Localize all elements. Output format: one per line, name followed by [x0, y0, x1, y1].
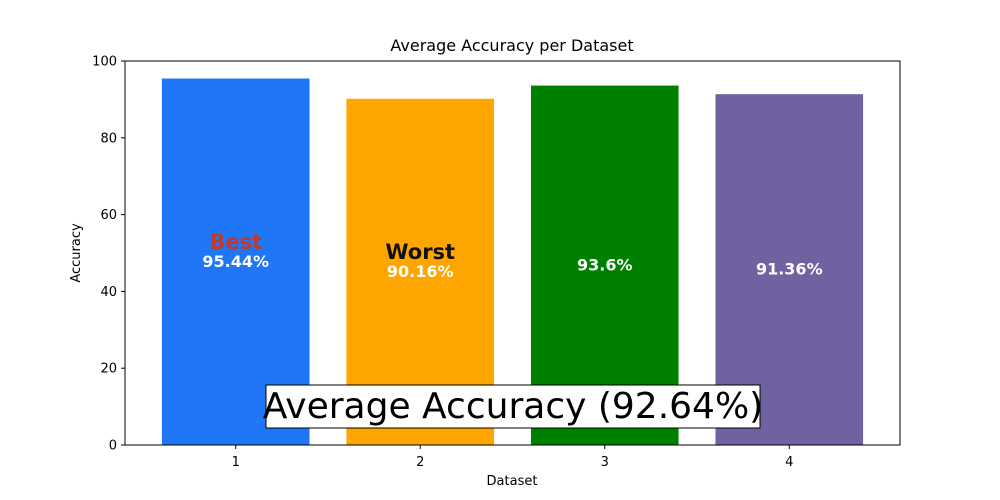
- x-tick-label: 3: [601, 455, 609, 470]
- y-tick-label: 100: [92, 55, 117, 70]
- average-accuracy-box: Average Accuracy (92.64%): [263, 384, 763, 429]
- best-annotation: Best: [209, 230, 262, 254]
- bar-value-label: 90.16%: [387, 262, 454, 281]
- y-axis-title: Accuracy: [69, 223, 84, 283]
- bar-dataset-1: [161, 78, 310, 445]
- chart-title: Average Accuracy per Dataset: [390, 36, 633, 55]
- y-tick-label: 20: [100, 362, 117, 377]
- bar-value-label: 91.36%: [756, 260, 823, 279]
- y-tick-label: 60: [100, 208, 117, 223]
- x-tick-label: 2: [416, 455, 424, 470]
- y-tick-label: 40: [100, 285, 117, 300]
- worst-annotation: Worst: [385, 240, 455, 264]
- average-accuracy-text: Average Accuracy (92.64%): [263, 386, 763, 427]
- bar-value-label: 93.6%: [577, 255, 633, 274]
- x-tick-label: 1: [232, 455, 240, 470]
- x-axis-title: Dataset: [487, 474, 538, 489]
- average-box-frame: [265, 384, 761, 429]
- y-tick-label: 0: [109, 439, 117, 454]
- plot-frame: [124, 60, 901, 446]
- bar-value-label: 95.44%: [202, 252, 269, 271]
- y-tick-label: 80: [100, 131, 117, 146]
- x-tick-label: 4: [785, 455, 793, 470]
